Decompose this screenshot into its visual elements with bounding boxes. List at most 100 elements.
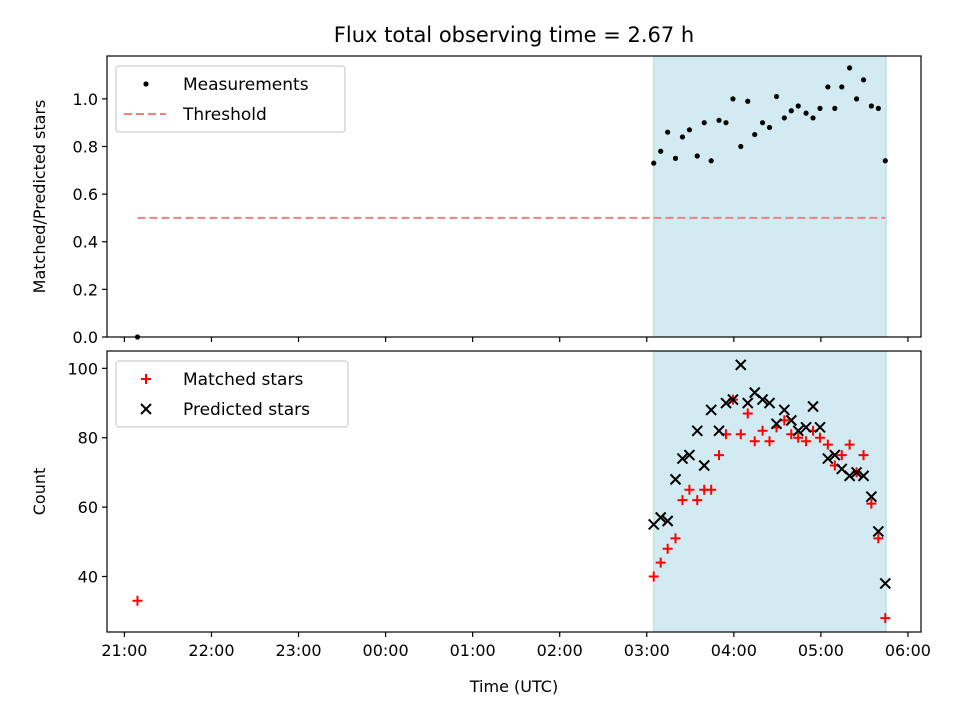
matched-stars-point <box>692 495 703 506</box>
matched-stars-point <box>655 557 666 568</box>
matched-stars-point <box>836 450 847 461</box>
measurements-point <box>730 96 736 102</box>
matched-stars-point <box>132 595 143 606</box>
legend-label-threshold: Threshold <box>182 105 267 125</box>
ratio-panel-frame <box>106 55 922 338</box>
x-tick-label: 03:00 <box>624 641 670 660</box>
predicted-stars-point <box>756 393 769 406</box>
x-tick-label: 06:00 <box>885 641 931 660</box>
measurements-point <box>825 84 831 90</box>
measurements-point <box>651 160 657 166</box>
measurements-point <box>665 129 671 135</box>
measurements-point <box>875 105 881 111</box>
legend-marker-swatch <box>143 81 149 87</box>
x-tick-label: 02:00 <box>537 641 583 660</box>
predicted-stars-point <box>763 397 776 409</box>
measurements-point <box>810 115 816 121</box>
measurements-point <box>766 124 773 131</box>
ratio-panel: 0.0 0.2 0.4 0.6 0.8 1.0 Matched/Predicted sta… <box>30 55 922 347</box>
predicted-stars-point <box>654 511 667 524</box>
count-legend: Matched stars Predicted stars <box>115 360 349 428</box>
ratio-y-tick-label: 0.2 <box>73 280 98 299</box>
matched-stars-point <box>858 450 869 461</box>
x-tick-label: 21:00 <box>101 641 147 660</box>
matched-stars-point <box>801 436 812 447</box>
predicted-stars-point <box>705 404 717 416</box>
ratio-legend-box <box>115 65 346 133</box>
ratio-y-tick-label: 0.8 <box>73 137 98 156</box>
time-x-axis-label: Time (UTC) <box>469 677 558 696</box>
matched-stars-point <box>677 495 688 506</box>
measurements-point <box>839 84 845 90</box>
measurements-point <box>803 110 809 116</box>
series-predicted-stars <box>648 359 892 590</box>
measurements-point <box>679 134 686 140</box>
measurements-point <box>853 96 860 102</box>
matched-stars-point <box>742 408 753 419</box>
matched-stars-point <box>764 436 775 447</box>
measurements-point <box>882 158 888 164</box>
count-legend-box <box>115 360 349 428</box>
measurements-point <box>686 127 693 133</box>
predicted-stars-point <box>676 452 689 465</box>
predicted-stars-point <box>850 466 863 479</box>
predicted-stars-point <box>792 425 804 437</box>
count-y-tick-label: 100 <box>67 359 98 378</box>
measurements-point <box>868 103 874 109</box>
x-tick-label: 05:00 <box>798 641 844 660</box>
predicted-stars-point <box>683 449 696 461</box>
predicted-stars-point <box>879 577 892 590</box>
matched-stars-point <box>714 450 725 461</box>
legend-label-predicted-stars: Predicted stars <box>183 400 310 420</box>
predicted-stars-point <box>800 421 812 434</box>
count-y-tick-label: 40 <box>78 567 98 586</box>
predicted-stars-point <box>865 490 878 503</box>
measurements-point <box>773 93 780 100</box>
matched-stars-point <box>793 432 804 443</box>
predicted-stars-point <box>814 421 826 434</box>
count-y-tick-label: 60 <box>78 498 98 517</box>
x-tick-label: 22:00 <box>188 641 234 660</box>
predicted-stars-point <box>872 525 885 538</box>
matched-stars-point <box>749 436 760 447</box>
predicted-stars-point <box>691 425 703 437</box>
ratio-observing-window-shade <box>653 55 887 338</box>
legend-label-matched-stars: Matched stars <box>183 370 303 390</box>
legend-marker-measurements <box>143 81 149 87</box>
predicted-stars-point <box>713 425 725 437</box>
predicted-stars-point <box>742 397 754 409</box>
predicted-stars-point <box>843 470 856 482</box>
predicted-stars-point <box>778 404 791 416</box>
ratio-y-axis-label: Matched/Predicted stars <box>30 100 49 294</box>
count-y-axis-label: Count <box>30 468 49 516</box>
count-observing-window-shade <box>653 350 887 633</box>
x-tick-label: 01:00 <box>450 641 496 660</box>
measurements-point <box>723 120 729 126</box>
count-panel: 40 60 80 100 21:00 22:00 23:00 00:00 01:00 02:00 0… <box>30 350 931 696</box>
matched-stars-point <box>844 439 855 450</box>
measurements-point <box>701 120 707 126</box>
series-measurements <box>134 65 888 340</box>
x-tick-label: 00:00 <box>363 641 409 660</box>
legend-marker-predicted-stars <box>140 403 152 415</box>
predicted-stars-point <box>661 515 674 527</box>
predicted-stars-point <box>727 393 739 406</box>
predicted-stars-point <box>720 397 732 409</box>
measurements-point <box>795 103 801 109</box>
legend-marker-swatch <box>141 374 151 384</box>
matched-stars-point <box>735 429 746 440</box>
matched-stars-point <box>866 498 877 509</box>
predicted-stars-point <box>698 459 710 472</box>
x-tick-label: 04:00 <box>711 641 757 660</box>
matched-stars-point <box>822 439 833 450</box>
ratio-y-tick-label: 0.6 <box>73 185 98 204</box>
measurements-point <box>781 115 787 121</box>
measurements-point <box>788 108 794 114</box>
count-panel-frame <box>106 350 922 633</box>
measurements-point <box>672 155 679 161</box>
predicted-stars-point <box>807 400 819 413</box>
measurements-point <box>860 77 867 83</box>
count-y-tick-label: 80 <box>78 429 98 448</box>
matched-stars-point <box>706 484 717 495</box>
chart-title: Flux total observing time = 2.67 h <box>334 23 694 47</box>
